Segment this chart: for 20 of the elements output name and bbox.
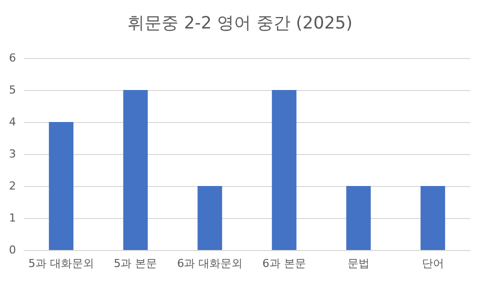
y-tick-label: 2 (9, 180, 16, 192)
bar (420, 186, 446, 250)
y-tick-label: 0 (9, 244, 16, 256)
y-tick-label: 1 (9, 212, 16, 224)
bar (123, 90, 148, 250)
y-tick-label: 4 (9, 116, 16, 128)
bar (48, 122, 74, 250)
x-tick-label: 단어 (422, 257, 444, 270)
y-tick-label: 5 (9, 84, 16, 96)
bar (198, 186, 222, 250)
x-tick-label: 문법 (348, 257, 370, 270)
y-tick-label: 6 (9, 52, 16, 64)
chart-title: 휘문중 2-2 영어 중간 (2025) (128, 14, 352, 34)
x-tick-label: 6과 본문 (262, 257, 306, 270)
x-tick-label: 6과 대화문외 (177, 257, 243, 270)
bar (346, 186, 371, 250)
x-tick-label: 5과 본문 (114, 257, 158, 270)
bar (272, 90, 296, 250)
y-tick-label: 3 (9, 148, 16, 160)
x-tick-label: 5과 대화문외 (28, 257, 94, 270)
